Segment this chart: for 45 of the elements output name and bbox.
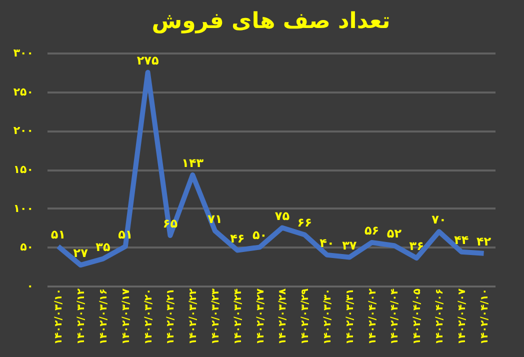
x-tick-label: ۱۴۰۲/۰۳/۳۱ bbox=[344, 288, 356, 345]
y-tick-label: ۲۰۰ bbox=[13, 124, 34, 138]
data-label: ۳۵ bbox=[96, 240, 110, 254]
y-tick-label: ۰ bbox=[26, 280, 34, 292]
data-label: ۳۶ bbox=[409, 239, 424, 254]
data-label: ۲۷ bbox=[73, 246, 89, 260]
data-label: ۶۶ bbox=[297, 216, 312, 230]
x-tick-label: ۱۴۰۲/۰۴/۱۰ bbox=[479, 288, 490, 345]
data-label: ۵۱ bbox=[50, 227, 66, 242]
data-label: ۵۰ bbox=[252, 228, 268, 242]
x-tick-label: ۱۴۰۲/۰۳/۲۴ bbox=[232, 288, 244, 345]
x-tick-label: ۱۴۰۲/۰۴/۰۴ bbox=[390, 288, 401, 345]
y-tick-label: ۲۵۰ bbox=[13, 85, 34, 98]
data-label: ۴۰ bbox=[320, 236, 334, 250]
x-tick-label: ۱۴۰۲/۰۳/۱۰ bbox=[54, 288, 65, 345]
data-label: ۷۰ bbox=[432, 212, 446, 227]
y-tick-label: ۱۵۰ bbox=[13, 163, 34, 176]
x-tick-label: ۱۴۰۲/۰۳/۳۰ bbox=[322, 288, 334, 345]
x-tick-label: ۱۴۰۲/۰۳/۲۳ bbox=[210, 288, 222, 345]
x-tick-label: ۱۴۰۲/۰۴/۰۷ bbox=[456, 288, 468, 345]
y-tick-label: ۱۰۰ bbox=[13, 202, 34, 215]
x-tick-label: ۱۴۰۲/۰۳/۲۸ bbox=[278, 288, 289, 345]
x-tick-label: ۱۴۰۲/۰۳/۲۷ bbox=[255, 288, 266, 345]
y-tick-label: ۵۰ bbox=[20, 240, 34, 254]
data-label: ۴۴ bbox=[454, 232, 469, 247]
data-label: ۴۶ bbox=[230, 231, 245, 246]
x-tick-label: ۱۴۰۲/۰۳/۲۹ bbox=[300, 288, 312, 345]
x-tick-label: ۱۴۰۲/۰۳/۱۷ bbox=[120, 288, 132, 345]
x-tick-label: ۱۴۰۲/۰۳/۲۰ bbox=[143, 288, 154, 345]
x-tick-label: ۱۴۰۲/۰۳/۲۱ bbox=[166, 288, 177, 345]
y-tick-label: ۳۰۰ bbox=[13, 46, 34, 60]
x-tick-label: ۱۴۰۲/۰۳/۱۲ bbox=[76, 288, 88, 345]
data-label: ۳۷ bbox=[342, 238, 358, 252]
data-label: ۵۲ bbox=[386, 226, 402, 241]
x-tick-label: ۱۴۰۲/۰۴/۰۶ bbox=[434, 288, 446, 345]
data-label: ۵۶ bbox=[364, 224, 380, 238]
data-label: ۱۴۳ bbox=[182, 156, 204, 170]
x-tick-label: ۱۴۰۲/۰۳/۱۶ bbox=[98, 288, 110, 345]
chart-title: تعداد صف های فروش bbox=[152, 9, 390, 34]
x-tick-label: ۱۴۰۲/۰۴/۰۲ bbox=[367, 288, 378, 345]
data-label: ۲۷۵ bbox=[136, 53, 159, 68]
x-tick-label: ۱۴۰۲/۰۴/۰۵ bbox=[412, 288, 424, 345]
data-label: ۴۲ bbox=[476, 234, 492, 248]
x-tick-label: ۱۴۰۲/۰۳/۲۲ bbox=[188, 288, 200, 345]
data-label: ۷۵ bbox=[274, 208, 290, 223]
